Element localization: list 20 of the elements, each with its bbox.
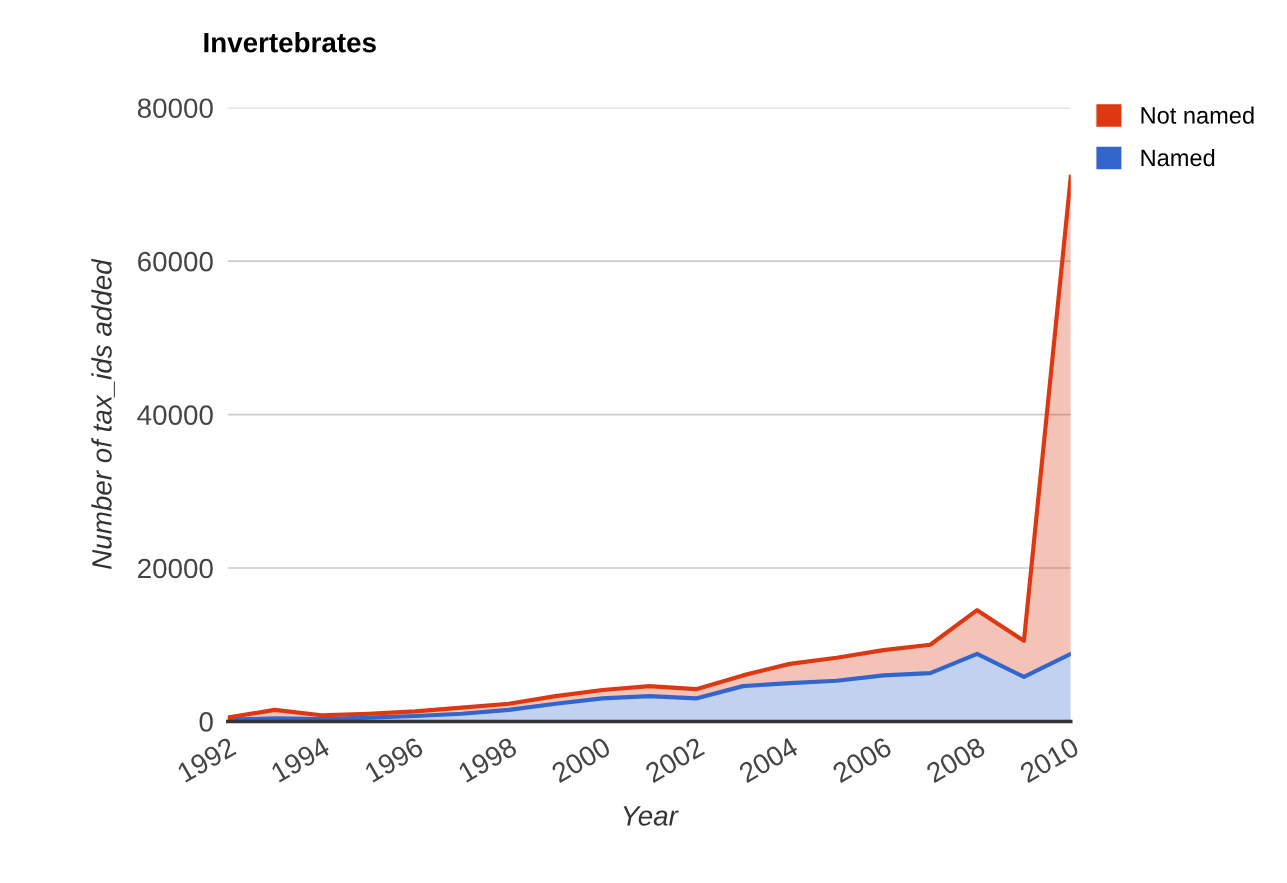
y-tick-label: 80000 bbox=[137, 98, 213, 119]
x-tick-label: 1996 bbox=[363, 736, 425, 783]
chart-title: Invertebrates bbox=[204, 32, 376, 53]
legend-label: Not named bbox=[1141, 106, 1254, 124]
y-tick-label: 60000 bbox=[138, 251, 213, 272]
x-tick-label: 1992 bbox=[176, 736, 237, 783]
y-axis-title: Number of tax_ids added bbox=[91, 258, 115, 569]
x-tick-label: 1994 bbox=[270, 736, 331, 783]
x-tick-label: 1998 bbox=[457, 736, 518, 783]
x-axis-title: Year bbox=[623, 806, 679, 826]
x-tick-label: 2008 bbox=[925, 736, 987, 784]
y-tick-label: 0 bbox=[199, 712, 213, 732]
x-tick-label: 2000 bbox=[550, 736, 612, 784]
y-tick-label: 40000 bbox=[137, 405, 213, 425]
x-tick-label: 2006 bbox=[831, 736, 893, 784]
x-tick-label: 2004 bbox=[737, 736, 800, 784]
x-tick-label: 2010 bbox=[1018, 736, 1081, 784]
legend-label: Named bbox=[1141, 148, 1215, 167]
y-tick-label: 20000 bbox=[138, 558, 213, 579]
x-tick-label: 2002 bbox=[644, 736, 706, 784]
